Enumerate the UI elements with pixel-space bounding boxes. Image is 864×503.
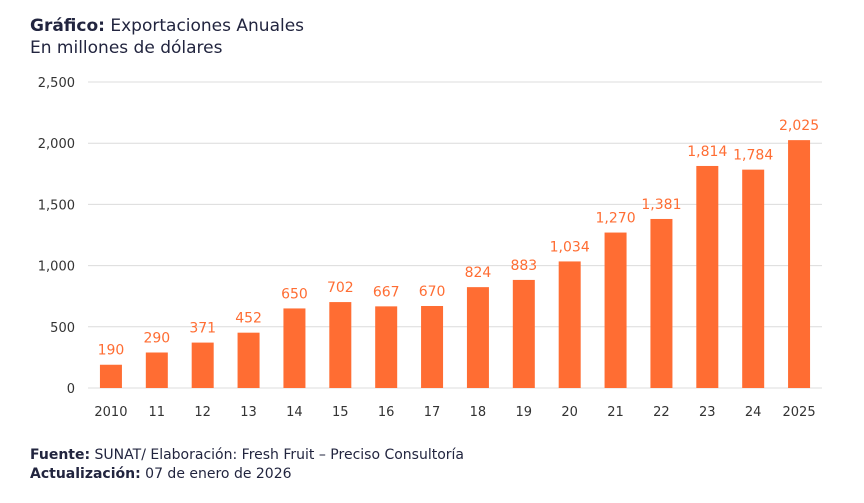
update-text: 07 de enero de 2026 xyxy=(140,466,292,482)
data-label: 2,025 xyxy=(779,118,819,134)
x-tick-label: 23 xyxy=(699,405,716,420)
x-tick-label: 19 xyxy=(516,405,533,420)
bar-24 xyxy=(742,169,765,388)
data-label: 1,814 xyxy=(687,144,727,160)
x-tick-label: 18 xyxy=(470,405,487,420)
chart-title: Gráfico: Exportaciones Anuales En millon… xyxy=(30,15,304,59)
bar-11 xyxy=(145,352,168,388)
x-tick-label: 2010 xyxy=(94,405,127,420)
x-tick-label: 13 xyxy=(240,405,257,420)
bar-14 xyxy=(283,308,306,388)
x-tick-label: 22 xyxy=(653,405,670,420)
y-tick-label: 500 xyxy=(50,321,75,336)
data-label: 650 xyxy=(281,286,308,302)
data-label: 667 xyxy=(373,284,400,300)
x-tick-label: 24 xyxy=(745,405,762,420)
x-tick-label: 11 xyxy=(149,405,166,420)
data-label: 290 xyxy=(143,331,170,347)
x-tick-label: 20 xyxy=(561,405,578,420)
bar-23 xyxy=(696,165,719,388)
data-label: 1,034 xyxy=(550,239,590,255)
x-tick-label: 17 xyxy=(424,405,441,420)
source-text: SUNAT/ Elaboración: Fresh Fruit – Precis… xyxy=(90,447,465,463)
bar-13 xyxy=(237,332,260,388)
bar-2010 xyxy=(99,364,122,388)
data-label: 190 xyxy=(98,343,125,359)
data-label: 1,381 xyxy=(641,197,681,213)
x-tick-label: 15 xyxy=(332,405,349,420)
data-label: 883 xyxy=(510,258,537,274)
bar-2025 xyxy=(788,140,811,388)
bar-17 xyxy=(421,305,444,388)
y-tick-label: 2,500 xyxy=(38,76,75,91)
data-label: 452 xyxy=(235,311,262,327)
bar-12 xyxy=(191,342,214,388)
update-label: Actualización: xyxy=(30,466,141,482)
x-tick-label: 2025 xyxy=(783,405,816,420)
data-label: 824 xyxy=(465,265,492,281)
data-label: 702 xyxy=(327,280,354,296)
data-label: 1,270 xyxy=(596,211,636,227)
chart-footer: Fuente: SUNAT/ Elaboración: Fresh Fruit … xyxy=(30,446,464,484)
bar-18 xyxy=(466,287,489,388)
title-text: Exportaciones Anuales xyxy=(104,16,305,36)
chart-subtitle: En millones de dólares xyxy=(30,38,223,58)
bar-20 xyxy=(558,261,581,388)
y-tick-label: 1,500 xyxy=(38,198,75,213)
y-tick-label: 0 xyxy=(67,382,75,397)
x-tick-label: 16 xyxy=(378,405,395,420)
x-tick-label: 14 xyxy=(286,405,303,420)
bar-15 xyxy=(329,302,352,388)
data-label: 371 xyxy=(189,321,216,337)
y-tick-label: 1,000 xyxy=(38,260,75,275)
x-tick-label: 12 xyxy=(194,405,211,420)
data-label: 1,784 xyxy=(733,148,773,164)
title-label: Gráfico: xyxy=(30,16,105,36)
source-label: Fuente: xyxy=(30,447,91,463)
bar-19 xyxy=(512,279,535,388)
bar-21 xyxy=(604,232,627,388)
bar-22 xyxy=(650,218,673,388)
bar-16 xyxy=(375,306,398,388)
x-tick-label: 21 xyxy=(607,405,624,420)
data-label: 670 xyxy=(419,284,446,300)
y-tick-label: 2,000 xyxy=(38,137,75,152)
